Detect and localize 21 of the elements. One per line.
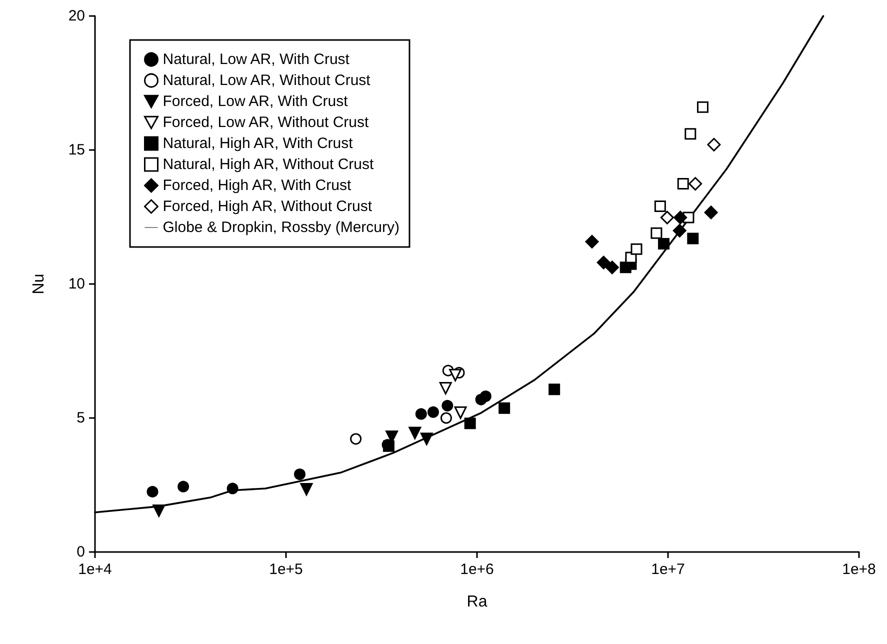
x-tick-label: 1e+6 (460, 561, 494, 578)
legend-label: Forced, Low AR, With Crust (162, 93, 349, 110)
y-tick-label: 0 (76, 544, 85, 560)
legend-label: Forced, High AR, Without Crust (162, 198, 373, 215)
legend-label: Forced, High AR, With Crust (162, 177, 352, 194)
legend-label: Globe & Dropkin, Rossby (Mercury) (162, 219, 400, 236)
y-tick-label: 15 (68, 142, 85, 158)
y-tick-label: 5 (76, 410, 85, 426)
legend-label: Natural, High AR, Without Crust (162, 156, 374, 173)
legend-label: Natural, Low AR, With Crust (162, 51, 350, 68)
y-axis-title: Nu (30, 274, 48, 294)
x-tick-label: 1e+7 (651, 561, 685, 578)
legend-label: Forced, Low AR, Without Crust (162, 114, 370, 131)
x-tick-label: 1e+4 (78, 561, 112, 578)
y-tick-label: 10 (68, 276, 85, 292)
y-tick-label: 20 (68, 8, 85, 24)
x-axis-title: Ra (466, 594, 488, 610)
x-tick-label: 1e+8 (842, 561, 876, 578)
legend-label: Natural, Low AR, Without Crust (162, 72, 372, 89)
x-tick-label: 1e+5 (269, 561, 303, 578)
legend-label: Natural, High AR, With Crust (162, 135, 354, 152)
